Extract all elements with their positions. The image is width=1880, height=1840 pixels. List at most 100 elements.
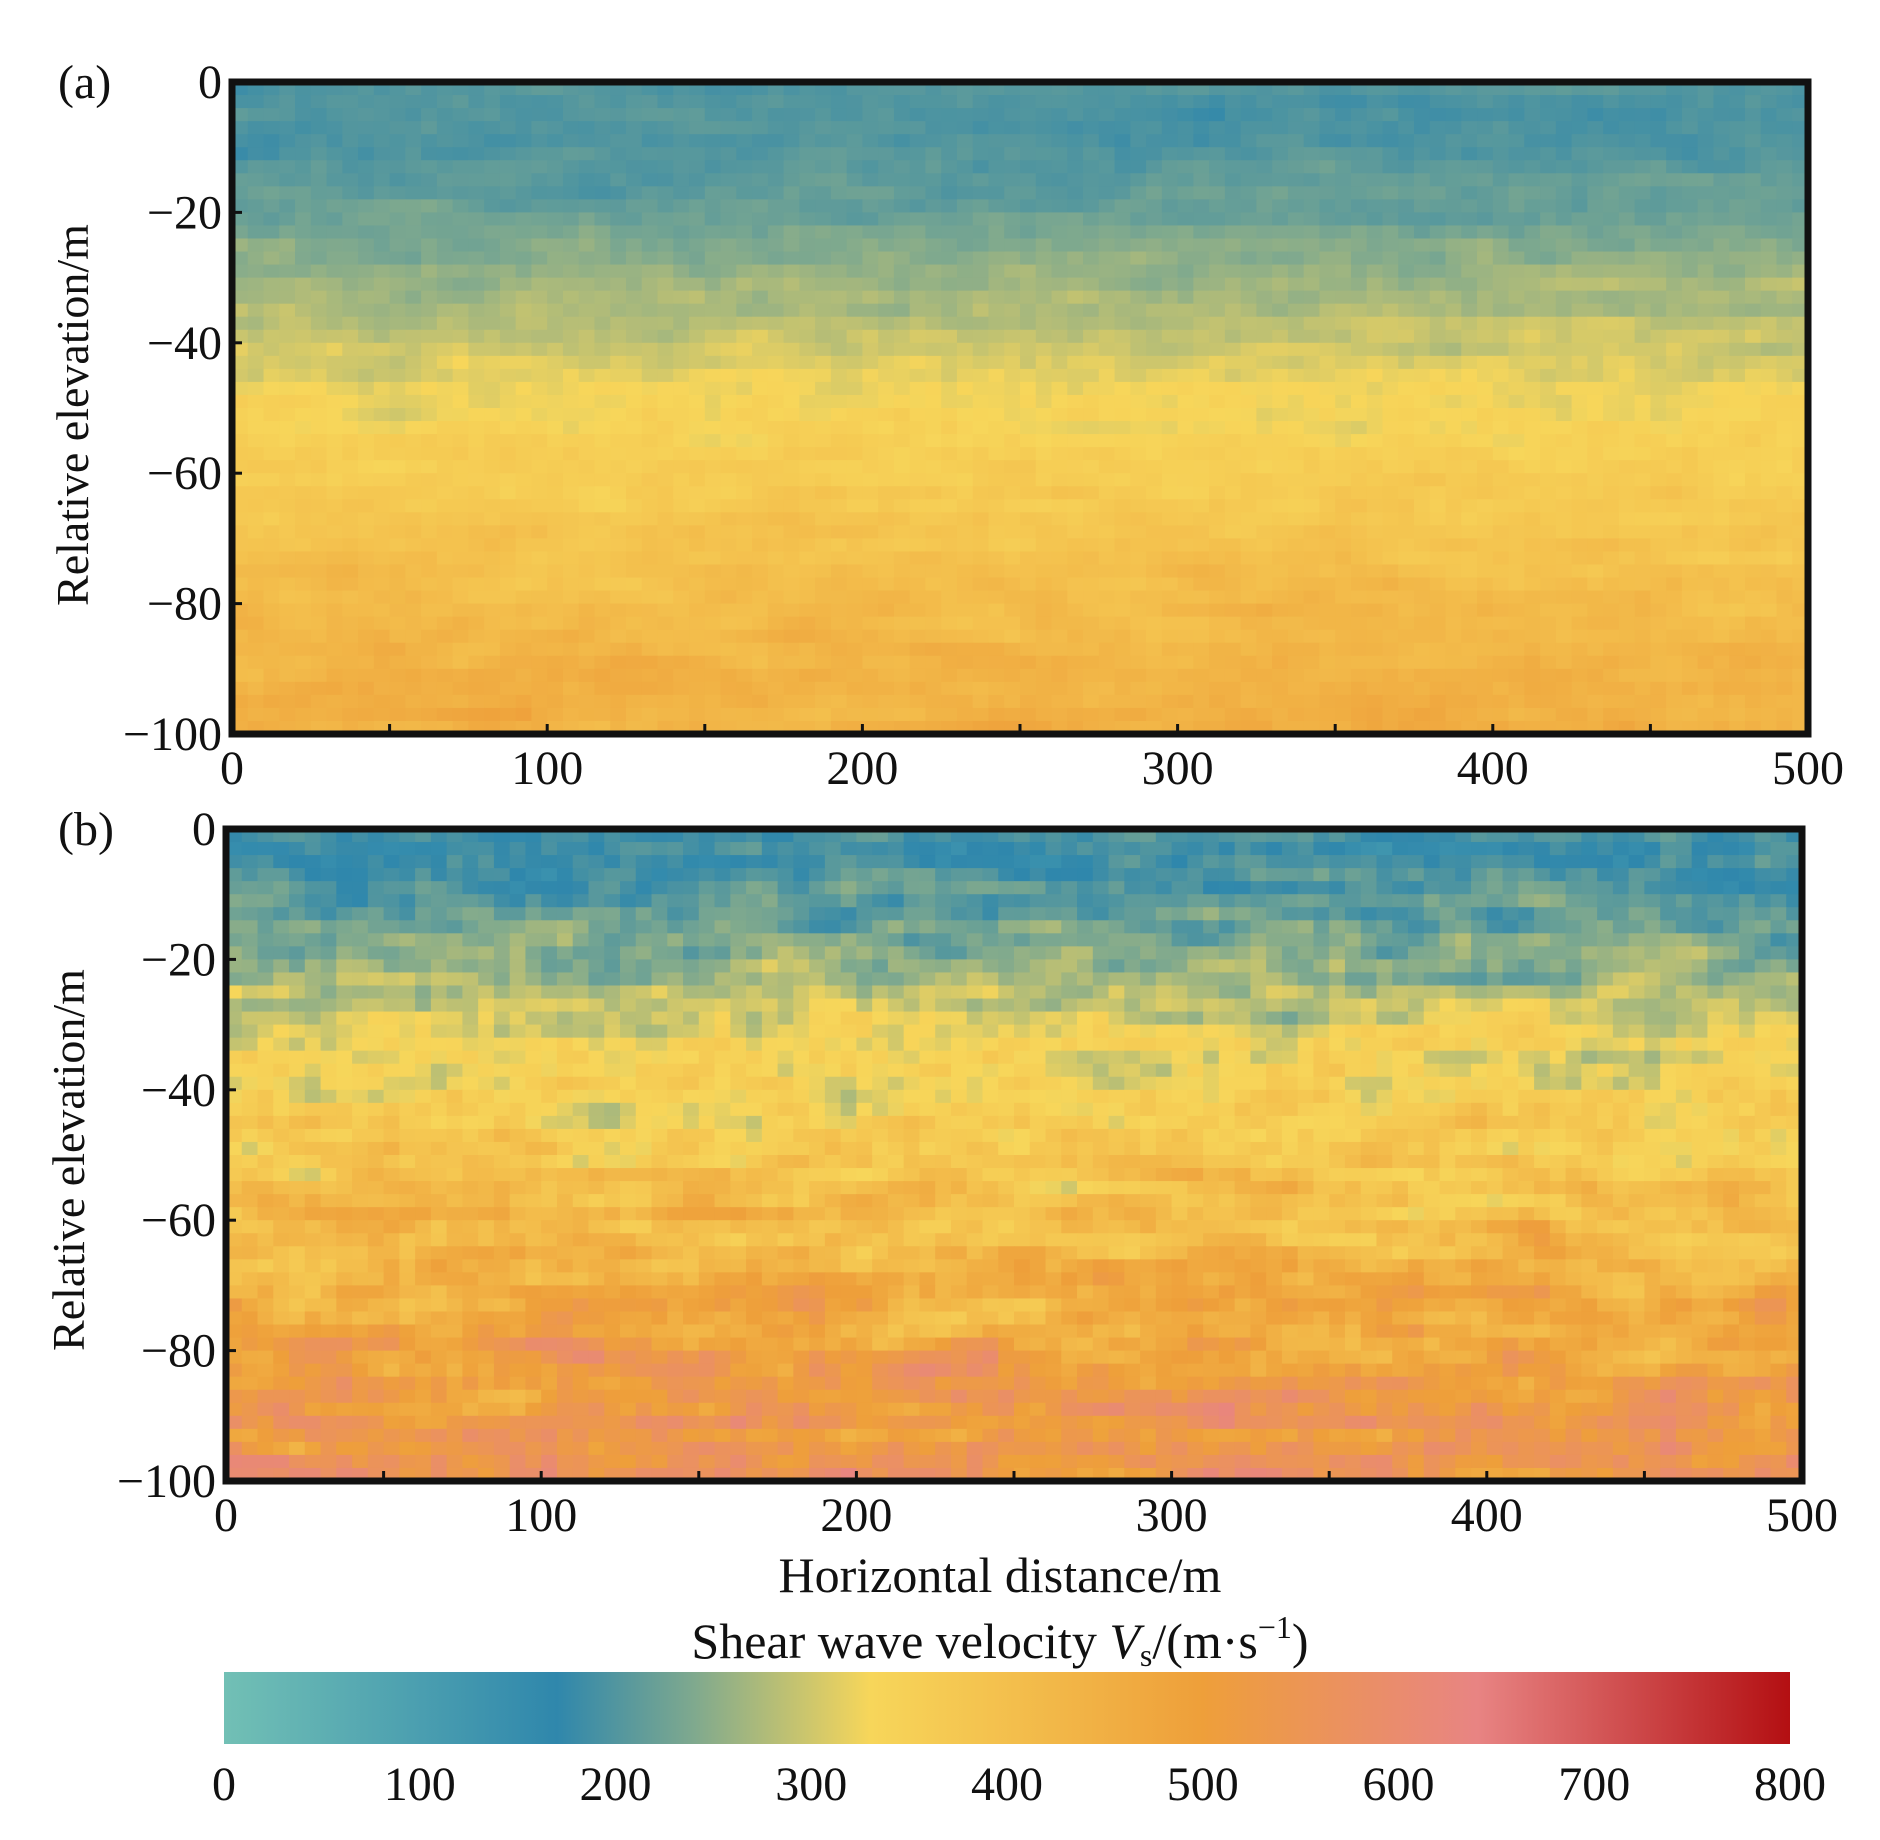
heatmap-cell xyxy=(626,225,643,240)
heatmap-cell xyxy=(232,681,249,696)
heatmap-cell xyxy=(499,381,517,396)
heatmap-cell xyxy=(1634,460,1651,474)
heatmap-cell xyxy=(704,186,722,200)
heatmap-cell xyxy=(736,434,753,448)
heatmap-cell xyxy=(893,355,911,370)
heatmap-cell xyxy=(515,303,533,318)
heatmap-cell xyxy=(1429,681,1447,696)
heatmap-cell xyxy=(421,108,438,122)
heatmap-cell xyxy=(1272,577,1289,592)
heatmap-cell xyxy=(1650,499,1667,513)
heatmap-cell xyxy=(531,134,548,148)
heatmap-cell xyxy=(1193,95,1210,109)
heatmap-cell xyxy=(342,408,359,422)
heatmap-cell xyxy=(1414,186,1431,200)
heatmap-cell xyxy=(1083,368,1100,383)
heatmap-cell xyxy=(1303,551,1321,566)
heatmap-cell xyxy=(452,525,469,539)
heatmap-cell xyxy=(1240,694,1257,709)
heatmap-cell xyxy=(1477,238,1494,253)
heatmap-cell xyxy=(1666,342,1683,357)
heatmap-cell xyxy=(1335,290,1352,305)
heatmap-cell xyxy=(1729,642,1746,657)
heatmap-cell xyxy=(1587,707,1604,722)
heatmap-cell xyxy=(1697,264,1715,279)
heatmap-cell xyxy=(657,694,674,709)
heatmap-cell xyxy=(1681,381,1699,396)
heatmap-cell xyxy=(893,342,911,357)
heatmap-cell xyxy=(1681,316,1699,331)
heatmap-cell xyxy=(263,238,280,253)
heatmap-cell xyxy=(689,642,706,657)
heatmap-cell xyxy=(1524,329,1541,344)
heatmap-cell xyxy=(1020,264,1037,279)
heatmap-cell xyxy=(815,342,832,357)
heatmap-cell xyxy=(1303,616,1321,631)
heatmap-cell xyxy=(941,394,958,409)
heatmap-cell xyxy=(1067,316,1084,331)
heatmap-cell xyxy=(436,134,454,148)
heatmap-cell xyxy=(909,525,927,539)
heatmap-cell xyxy=(1760,147,1778,161)
heatmap-cell xyxy=(326,642,343,657)
heatmap-cell xyxy=(1382,147,1399,161)
heatmap-cell xyxy=(1193,460,1210,474)
heatmap-cell xyxy=(610,434,627,448)
heatmap-cell xyxy=(626,199,643,213)
heatmap-cell xyxy=(1382,564,1399,579)
heatmap-cell xyxy=(1177,421,1194,435)
heatmap-cell xyxy=(1681,108,1699,122)
heatmap-a xyxy=(232,82,1809,735)
heatmap-cell xyxy=(1697,525,1715,539)
heatmap-cell xyxy=(1477,108,1494,122)
heatmap-cell xyxy=(484,551,501,566)
heatmap-cell xyxy=(1445,225,1462,240)
heatmap-cell xyxy=(1650,264,1667,279)
heatmap-cell xyxy=(815,225,832,240)
heatmap-cell xyxy=(1650,316,1667,331)
heatmap-cell xyxy=(1634,160,1651,174)
heatmap-cell xyxy=(736,538,753,553)
heatmap-cell xyxy=(830,264,848,279)
heatmap-cell xyxy=(1540,368,1557,383)
heatmap-cell xyxy=(1729,603,1746,618)
heatmap-cell xyxy=(499,486,517,500)
heatmap-cell xyxy=(1224,199,1242,213)
heatmap-cell xyxy=(1555,408,1573,422)
heatmap-cell xyxy=(232,225,249,240)
heatmap-cell xyxy=(279,186,296,200)
heatmap-cell xyxy=(1650,616,1667,631)
heatmap-cell xyxy=(1224,381,1242,396)
heatmap-cell xyxy=(736,486,753,500)
heatmap-cell xyxy=(515,108,533,122)
heatmap-cell xyxy=(1461,668,1478,683)
heatmap-cell xyxy=(436,629,454,644)
heatmap-cell xyxy=(1209,290,1226,305)
heatmap-cell xyxy=(1177,525,1194,539)
heatmap-cell xyxy=(909,160,927,174)
heatmap-cell xyxy=(1571,303,1588,318)
heatmap-cell xyxy=(1760,538,1778,553)
heatmap-cell xyxy=(610,173,627,187)
heatmap-cell xyxy=(610,199,627,213)
heatmap-cell xyxy=(1398,95,1415,109)
heatmap-cell xyxy=(1429,486,1447,500)
heatmap-cell xyxy=(689,394,706,409)
heatmap-cell xyxy=(1035,460,1053,474)
heatmap-cell xyxy=(1587,408,1604,422)
heatmap-cell xyxy=(1776,303,1793,318)
heatmap-cell xyxy=(358,108,375,122)
heatmap-cell xyxy=(389,173,406,187)
heatmap-cell xyxy=(562,655,580,670)
heatmap-cell xyxy=(972,173,990,187)
heatmap-cell xyxy=(1681,251,1699,266)
heatmap-cell xyxy=(972,290,990,305)
heatmap-cell xyxy=(1020,277,1037,292)
heatmap-cell xyxy=(1634,408,1651,422)
heatmap-cell xyxy=(610,95,627,109)
heatmap-cell xyxy=(1287,681,1305,696)
heatmap-cell xyxy=(389,629,406,644)
heatmap-cell xyxy=(1587,95,1604,109)
heatmap-cell xyxy=(1130,447,1147,461)
heatmap-cell xyxy=(1161,264,1179,279)
